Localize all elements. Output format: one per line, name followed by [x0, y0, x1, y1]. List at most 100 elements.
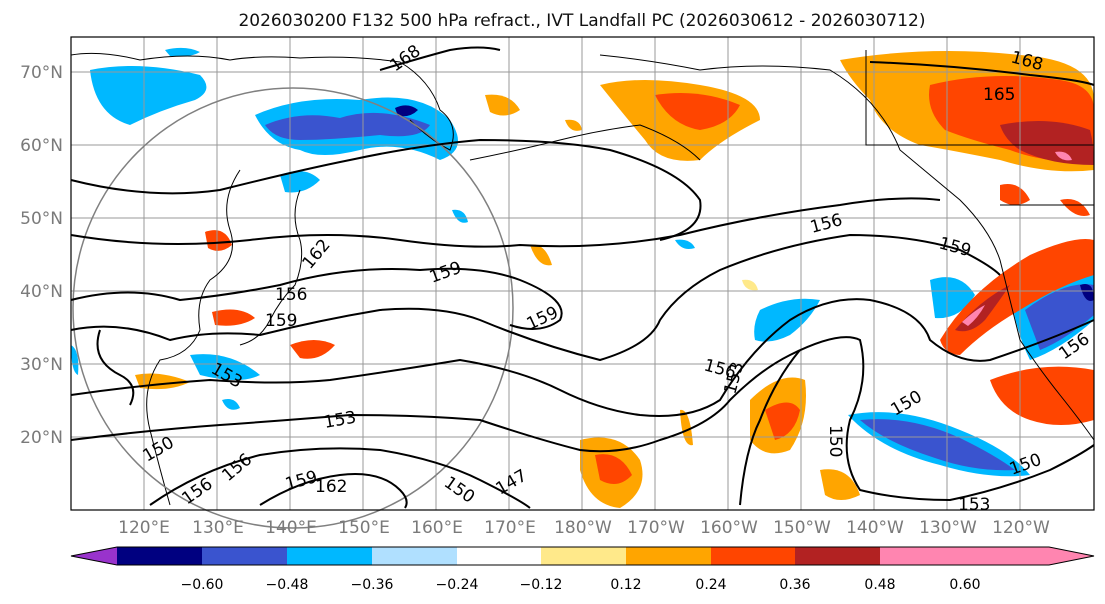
figure-title: 2026030200 F132 500 hPa refract., IVT La… — [238, 11, 925, 31]
shade-blue-small3 — [675, 239, 695, 249]
shade-blue-small1 — [452, 209, 468, 223]
shade-red-coastnorth2 — [1060, 199, 1090, 216]
lon-label: 150°E — [338, 518, 390, 538]
lat-label: 40°N — [20, 282, 63, 302]
shade-yellow-small — [742, 279, 758, 291]
colorbar-tick-label: −0.24 — [436, 577, 479, 593]
contour-label: 156 — [275, 285, 307, 305]
contour-lines — [70, 46, 1095, 509]
coast-japan — [239, 189, 303, 346]
colorbar-ticks: −0.60 −0.48 −0.36 −0.24 −0.12 0.12 0.24 … — [181, 577, 981, 593]
shade-blue-west — [71, 345, 79, 375]
colorbar-segment — [457, 547, 541, 565]
lat-label: 70°N — [20, 63, 63, 83]
colorbar-tick-label: 0.24 — [695, 577, 726, 593]
contour-line — [149, 447, 531, 509]
contour-line — [259, 473, 408, 509]
lon-label: 180°W — [554, 518, 612, 538]
lon-label: 170°E — [484, 518, 536, 538]
coast-northamerica — [599, 54, 1095, 441]
shade-navy-okhotsk — [395, 105, 418, 117]
coast-aleutians — [469, 124, 701, 161]
shade-navy-coast — [1080, 284, 1094, 301]
shade-red-subtrop1 — [765, 402, 800, 440]
lon-label: 120°E — [118, 518, 170, 538]
contour-line — [379, 46, 501, 71]
lat-label: 60°N — [20, 136, 63, 156]
colorbar-outline — [70, 546, 1095, 566]
shade-blue-north — [165, 47, 200, 57]
contour-label: 162 — [315, 477, 347, 497]
lat-label: 20°N — [20, 428, 63, 448]
contour-label: 159 — [265, 311, 297, 331]
contour-line — [70, 336, 1095, 502]
colorbar-extend-max — [1049, 547, 1094, 565]
contour-line — [70, 233, 1001, 362]
contour-line — [70, 138, 702, 241]
colorbar-segment — [711, 547, 795, 565]
latitude-labels: 70°N 60°N 50°N 40°N 30°N 20°N — [20, 63, 63, 448]
shade-red-manchuria — [205, 230, 232, 251]
lon-label: 150°W — [773, 518, 831, 538]
colorbar: −0.60 −0.48 −0.36 −0.24 −0.12 0.12 0.24 … — [70, 546, 1095, 593]
colorbar-tick-label: −0.48 — [266, 577, 309, 593]
contour-line — [70, 267, 563, 330]
colorbar-segment — [202, 547, 287, 565]
lon-label: 130°W — [919, 518, 977, 538]
colorbar-tick-label: −0.60 — [181, 577, 224, 593]
lon-label: 170°W — [627, 518, 685, 538]
shade-darkblue-okhotsk — [265, 112, 430, 140]
shade-orange-small3 — [680, 409, 693, 446]
border-alaska-canada — [865, 50, 1094, 146]
shade-red-coastnorth — [1000, 184, 1030, 205]
contour-line — [739, 349, 801, 506]
lon-label: 140°W — [846, 518, 904, 538]
shade-red-japan — [290, 340, 335, 359]
colorbar-segment — [965, 547, 1049, 565]
coast-siberia — [70, 52, 454, 151]
shade-blue-china — [190, 354, 260, 380]
colorbar-tick-label: −0.36 — [351, 577, 394, 593]
contour-line — [96, 329, 135, 406]
shade-red-alaska — [655, 92, 740, 130]
shade-pink-canada — [1055, 151, 1072, 161]
shade-pink-plume — [962, 305, 985, 326]
lon-label: 160°E — [411, 518, 463, 538]
shade-red-korea — [212, 309, 255, 326]
shading-layer — [71, 47, 1094, 508]
lat-label: 30°N — [20, 355, 63, 375]
colorbar-segment — [372, 547, 457, 565]
colorbar-tick-label: −0.12 — [520, 577, 563, 593]
colorbar-tick-label: 0.60 — [949, 577, 980, 593]
colorbar-segment — [287, 547, 372, 565]
lat-label: 50°N — [20, 209, 63, 229]
shade-red-subtrop2 — [595, 454, 632, 484]
map-frame — [70, 36, 1095, 511]
shade-darkblue-eastpac — [860, 419, 1015, 471]
shade-blue-eastpac1 — [754, 298, 820, 342]
lon-label: 160°W — [700, 518, 758, 538]
colorbar-segment — [541, 547, 626, 565]
shade-orange-small1 — [565, 119, 582, 131]
shade-orange-small2 — [530, 244, 552, 266]
colorbar-segment — [117, 547, 202, 565]
lon-label: 140°E — [265, 518, 317, 538]
range-circle — [72, 87, 514, 529]
colorbar-segment — [626, 547, 711, 565]
shade-darkblue-coast — [1025, 284, 1094, 350]
shade-blue-siberia — [90, 66, 207, 125]
contour-line — [70, 298, 1095, 417]
colorbar-extend-min — [71, 547, 117, 565]
colorbar-tick-label: 0.12 — [610, 577, 641, 593]
contour-line — [70, 197, 941, 248]
colorbar-segment — [795, 547, 880, 565]
contour-line — [869, 61, 1095, 86]
colorbar-tick-label: 0.48 — [864, 577, 895, 593]
shade-blue-small2 — [222, 399, 240, 410]
colorbar-tick-label: 0.36 — [779, 577, 810, 593]
shade-orange-small4 — [820, 469, 860, 500]
contour-label: 165 — [983, 85, 1015, 105]
shade-red-southcoast — [990, 366, 1094, 425]
map-panel: 168 168 165 162 159 159 159 156 159 156 … — [70, 36, 1095, 529]
